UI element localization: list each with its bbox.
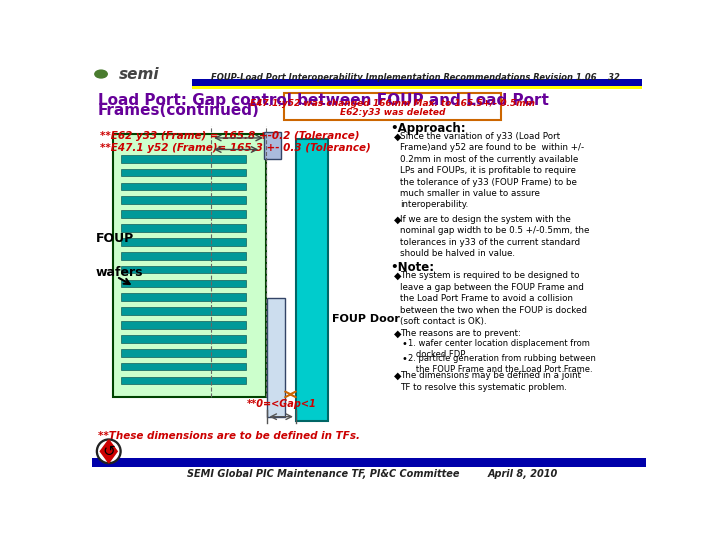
Bar xyxy=(266,298,285,417)
Text: SEMI Global PIC Maintenance TF, PI&C Committee: SEMI Global PIC Maintenance TF, PI&C Com… xyxy=(186,469,459,478)
Text: FOUP-Load Port Interoperability Implementation Recommendations Revision 1.06    : FOUP-Load Port Interoperability Implemen… xyxy=(211,72,620,82)
Text: •: • xyxy=(401,354,408,363)
Bar xyxy=(121,335,246,343)
Circle shape xyxy=(96,439,121,464)
Bar xyxy=(121,294,246,301)
Text: E62:y33 was deleted: E62:y33 was deleted xyxy=(340,108,446,117)
Text: ↺: ↺ xyxy=(102,444,115,459)
Text: The dimensions may be defined in a joint
TF to resolve this systematic problem.: The dimensions may be defined in a joint… xyxy=(400,372,581,392)
Text: ◆: ◆ xyxy=(394,132,401,142)
Bar xyxy=(121,238,246,246)
Text: semi: semi xyxy=(119,66,159,82)
Bar xyxy=(264,132,282,159)
Bar xyxy=(192,85,642,90)
Text: The system is required to be designed to
leave a gap between the FOUP Frame and
: The system is required to be designed to… xyxy=(400,271,587,326)
Bar xyxy=(121,155,246,163)
Bar xyxy=(121,307,246,315)
Text: ◆: ◆ xyxy=(394,372,401,381)
Text: April 8, 2010: April 8, 2010 xyxy=(488,469,558,478)
Bar xyxy=(92,457,647,467)
Bar xyxy=(121,252,246,260)
Text: Load Port: Gap control between FOUP and Load Port: Load Port: Gap control between FOUP and … xyxy=(98,93,549,109)
Text: ◆: ◆ xyxy=(394,329,401,339)
Text: 1. wafer center location displacement from
   docked FDP.: 1. wafer center location displacement fr… xyxy=(408,339,590,359)
Text: **E47.1 y52 (Frame)= 165.3 +- 0.3 (Tolerance): **E47.1 y52 (Frame)= 165.3 +- 0.3 (Toler… xyxy=(99,143,370,153)
Text: Since the variation of y33 (Load Port
Frame)and y52 are found to be  within +/-
: Since the variation of y33 (Load Port Fr… xyxy=(400,132,584,210)
Text: 2. particle generation from rubbing between
   the FOUP Frame and the Load Port : 2. particle generation from rubbing betw… xyxy=(408,354,595,374)
Text: •Note:: •Note: xyxy=(390,261,435,274)
Text: **These dimensions are to be defined in TFs.: **These dimensions are to be defined in … xyxy=(98,431,360,441)
Bar xyxy=(192,79,642,85)
Bar xyxy=(121,266,246,273)
Bar xyxy=(121,377,246,384)
Text: ◆: ◆ xyxy=(394,271,401,281)
Bar xyxy=(296,139,328,421)
Circle shape xyxy=(99,441,119,461)
Bar xyxy=(121,280,246,287)
Bar xyxy=(121,211,246,218)
Bar xyxy=(121,363,246,370)
Text: Frames(continued): Frames(continued) xyxy=(98,103,260,118)
Text: E47.1:y52 was changed 166mm Max. to 165.5+/- 0.5mm: E47.1:y52 was changed 166mm Max. to 165.… xyxy=(251,99,536,107)
Text: wafers: wafers xyxy=(96,266,143,279)
Bar xyxy=(121,349,246,356)
Text: The reasons are to prevent:: The reasons are to prevent: xyxy=(400,329,521,338)
Text: ◆: ◆ xyxy=(394,215,401,225)
Bar xyxy=(121,224,246,232)
Text: **0=<Gap<1: **0=<Gap<1 xyxy=(247,399,317,409)
Text: **E62 y33 (Frame) = 165.8 +-0.2 (Tolerance): **E62 y33 (Frame) = 165.8 +-0.2 (Toleran… xyxy=(99,131,359,140)
FancyBboxPatch shape xyxy=(284,92,501,120)
Bar xyxy=(121,183,246,190)
Bar xyxy=(121,197,246,204)
Text: •Approach:: •Approach: xyxy=(390,122,466,135)
Ellipse shape xyxy=(94,70,108,79)
Text: FOUP Door: FOUP Door xyxy=(332,314,400,324)
Bar xyxy=(121,321,246,329)
Text: If we are to design the system with the
nominal gap width to be 0.5 +/-0.5mm, th: If we are to design the system with the … xyxy=(400,215,589,258)
Text: FOUP: FOUP xyxy=(96,232,134,245)
Bar xyxy=(113,134,266,397)
Polygon shape xyxy=(100,440,117,463)
Bar xyxy=(121,168,246,177)
Text: •: • xyxy=(401,339,408,349)
